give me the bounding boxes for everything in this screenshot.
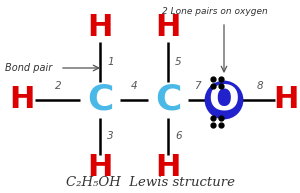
Text: H: H bbox=[87, 153, 113, 183]
Text: 2 Lone pairs on oxygen: 2 Lone pairs on oxygen bbox=[162, 8, 268, 16]
Text: Bond pair: Bond pair bbox=[5, 63, 52, 73]
Text: C: C bbox=[155, 83, 181, 117]
Text: 1: 1 bbox=[107, 57, 114, 67]
Text: O: O bbox=[208, 83, 239, 117]
Text: C₂H₅OH  Lewis structure: C₂H₅OH Lewis structure bbox=[65, 175, 235, 189]
Text: 5: 5 bbox=[175, 57, 181, 67]
Text: 7: 7 bbox=[194, 81, 200, 91]
Circle shape bbox=[206, 82, 242, 118]
Text: H: H bbox=[155, 153, 181, 183]
Text: 2: 2 bbox=[55, 81, 61, 91]
Text: 4: 4 bbox=[131, 81, 137, 91]
Text: 3: 3 bbox=[107, 131, 114, 141]
Text: 8: 8 bbox=[257, 81, 263, 91]
Text: C: C bbox=[87, 83, 113, 117]
Text: H: H bbox=[87, 14, 113, 42]
Text: H: H bbox=[9, 85, 35, 114]
Text: H: H bbox=[155, 14, 181, 42]
Text: 6: 6 bbox=[175, 131, 181, 141]
Text: H: H bbox=[273, 85, 299, 114]
